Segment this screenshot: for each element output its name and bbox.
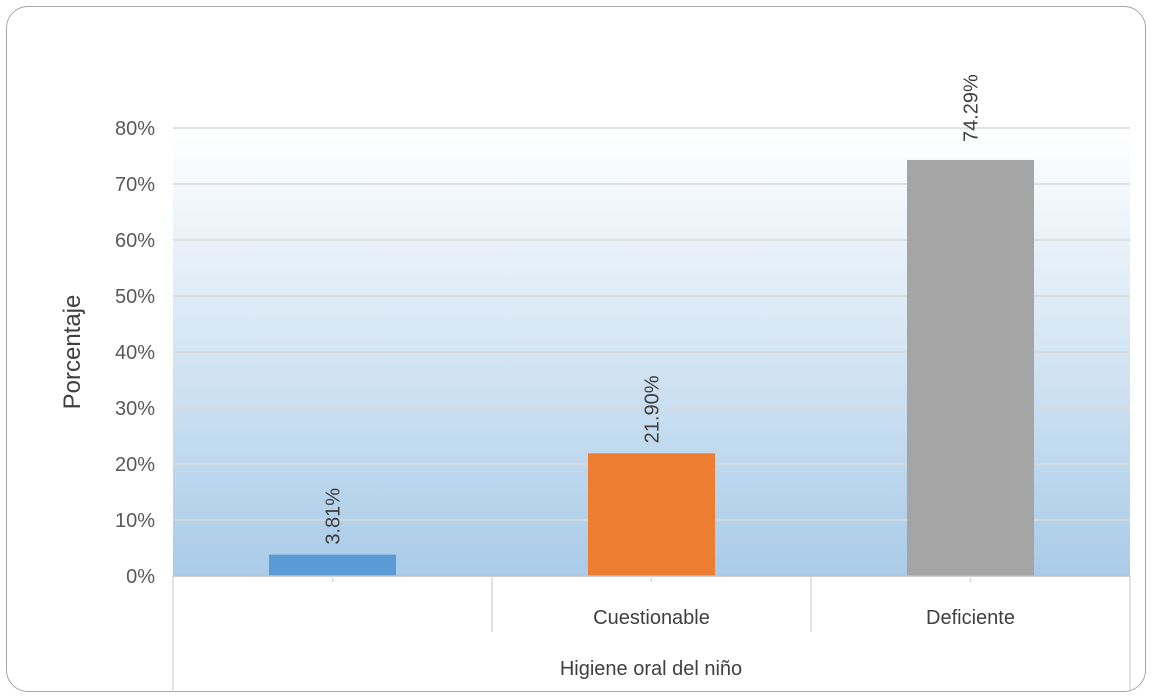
y-tick-label: 30% — [115, 398, 155, 420]
bar — [588, 453, 715, 576]
y-tick-label: 50% — [115, 286, 155, 308]
data-label: 74.29% — [961, 74, 983, 142]
data-label: 3.81% — [323, 488, 345, 545]
bar — [269, 555, 396, 576]
y-axis-title: Porcentaje — [59, 295, 86, 410]
y-tick-label: 10% — [115, 510, 155, 532]
y-tick-label: 80% — [115, 118, 155, 140]
category-label: Deficiente — [926, 607, 1015, 629]
bar — [907, 160, 1034, 576]
y-tick-label: 60% — [115, 230, 155, 252]
data-label: 21.90% — [642, 375, 664, 443]
y-tick-label: 70% — [115, 174, 155, 196]
y-tick-label: 40% — [115, 342, 155, 364]
y-tick-label: 20% — [115, 454, 155, 476]
x-axis-title: Higiene oral del niño — [560, 658, 742, 680]
category-label: Cuestionable — [593, 607, 710, 629]
y-tick-label: 0% — [126, 566, 155, 588]
